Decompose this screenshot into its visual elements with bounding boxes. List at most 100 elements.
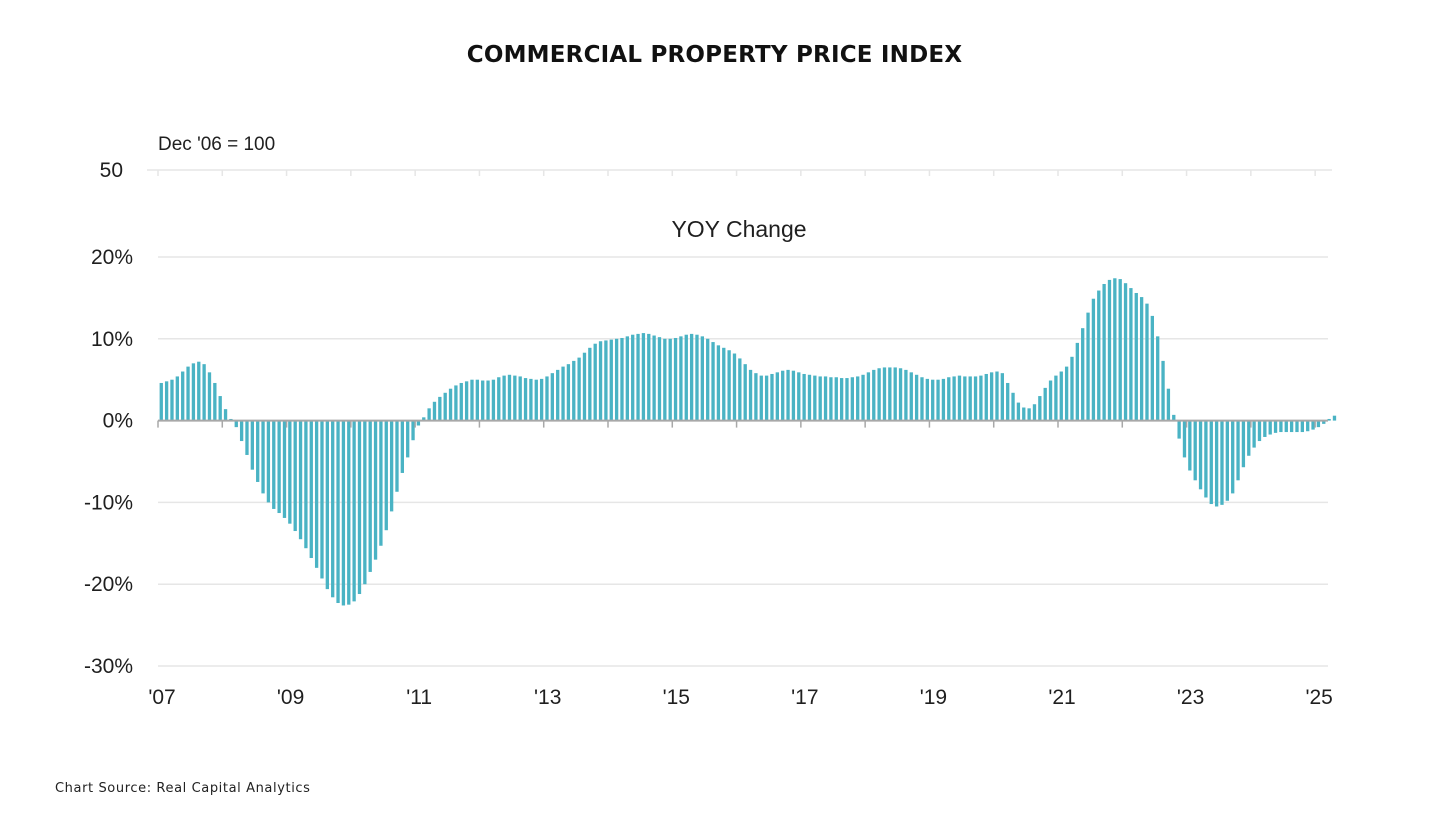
- bar: [298, 420, 303, 540]
- bar: [1070, 356, 1074, 421]
- bar: [1000, 373, 1004, 421]
- x-tick-label: '19: [920, 686, 947, 709]
- bar: [786, 369, 790, 421]
- bar: [566, 364, 571, 421]
- bar: [689, 333, 694, 421]
- bar: [491, 379, 496, 421]
- bar: [936, 379, 940, 421]
- bar: [373, 420, 378, 560]
- bar: [539, 378, 544, 421]
- bar: [448, 388, 453, 421]
- bar: [775, 372, 779, 421]
- bar: [641, 333, 646, 421]
- y-tick-label: -30%: [84, 655, 133, 678]
- bar: [807, 374, 812, 421]
- bar: [716, 345, 721, 421]
- bar: [304, 420, 308, 549]
- bar: [314, 420, 319, 568]
- bar: [743, 364, 747, 421]
- bar: [995, 371, 999, 421]
- bar: [406, 420, 410, 458]
- x-tick-label: '25: [1305, 686, 1332, 709]
- bar: [1188, 420, 1192, 471]
- bar: [625, 336, 629, 421]
- bar: [282, 420, 287, 518]
- bar: [813, 375, 817, 421]
- bar: [1204, 420, 1208, 498]
- bar: [759, 375, 763, 421]
- bar: [1220, 420, 1224, 505]
- bar: [1214, 420, 1219, 507]
- bar: [1081, 328, 1085, 421]
- bar: [1247, 420, 1251, 456]
- bar: [989, 372, 994, 421]
- bar: [931, 379, 935, 421]
- bar: [823, 376, 828, 421]
- bar: [845, 378, 849, 421]
- bar: [481, 380, 485, 421]
- bar: [1177, 420, 1181, 439]
- bar: [898, 368, 903, 421]
- bar: [1139, 297, 1144, 421]
- x-tick-label: '15: [663, 686, 690, 709]
- bar: [781, 370, 785, 421]
- bar: [1225, 420, 1229, 501]
- bar: [593, 343, 597, 421]
- bar: [464, 381, 469, 421]
- bar: [1091, 298, 1096, 421]
- bar: [1300, 420, 1304, 433]
- bar: [882, 367, 887, 421]
- x-tick-label: '23: [1177, 686, 1204, 709]
- bar: [470, 379, 474, 421]
- bar: [389, 420, 394, 512]
- bar: [904, 369, 908, 421]
- index-tick-label: 50: [100, 159, 123, 182]
- bar: [245, 420, 249, 455]
- bar: [679, 336, 683, 421]
- bar: [502, 375, 506, 421]
- bar-series: [159, 278, 1337, 606]
- bar: [507, 374, 512, 421]
- bar: [722, 347, 726, 421]
- bar: [1118, 279, 1122, 421]
- bar: [1006, 382, 1010, 421]
- bar: [695, 334, 699, 421]
- bar: [920, 377, 924, 421]
- bar: [973, 376, 978, 421]
- bar: [732, 353, 737, 421]
- bar: [572, 360, 576, 421]
- bar: [186, 366, 190, 421]
- bar: [545, 376, 549, 421]
- bar: [861, 374, 865, 421]
- bar: [357, 420, 362, 595]
- bar: [277, 420, 281, 514]
- bar: [850, 377, 854, 421]
- bar: [1198, 420, 1203, 490]
- bar: [1156, 336, 1160, 421]
- bar: [947, 377, 951, 421]
- bar: [1273, 420, 1278, 433]
- bar: [395, 420, 399, 492]
- bar: [293, 420, 297, 532]
- bar: [1086, 312, 1090, 421]
- chart-source: Chart Source: Real Capital Analytics: [55, 781, 311, 796]
- bar: [432, 401, 437, 421]
- bar: [261, 420, 265, 494]
- bar: [1107, 279, 1112, 421]
- bar: [877, 368, 881, 421]
- bar: [181, 371, 185, 421]
- bar: [1268, 420, 1272, 435]
- bar: [1097, 290, 1101, 421]
- bar: [609, 339, 613, 421]
- bar: [1011, 392, 1015, 421]
- bar: [529, 378, 533, 421]
- bar: [834, 377, 838, 421]
- x-tick-label: '13: [534, 686, 561, 709]
- bar: [754, 373, 758, 421]
- bar: [556, 369, 560, 421]
- bar: [1134, 292, 1138, 421]
- bar: [727, 350, 731, 421]
- bar: [1263, 420, 1267, 437]
- bar: [914, 374, 919, 421]
